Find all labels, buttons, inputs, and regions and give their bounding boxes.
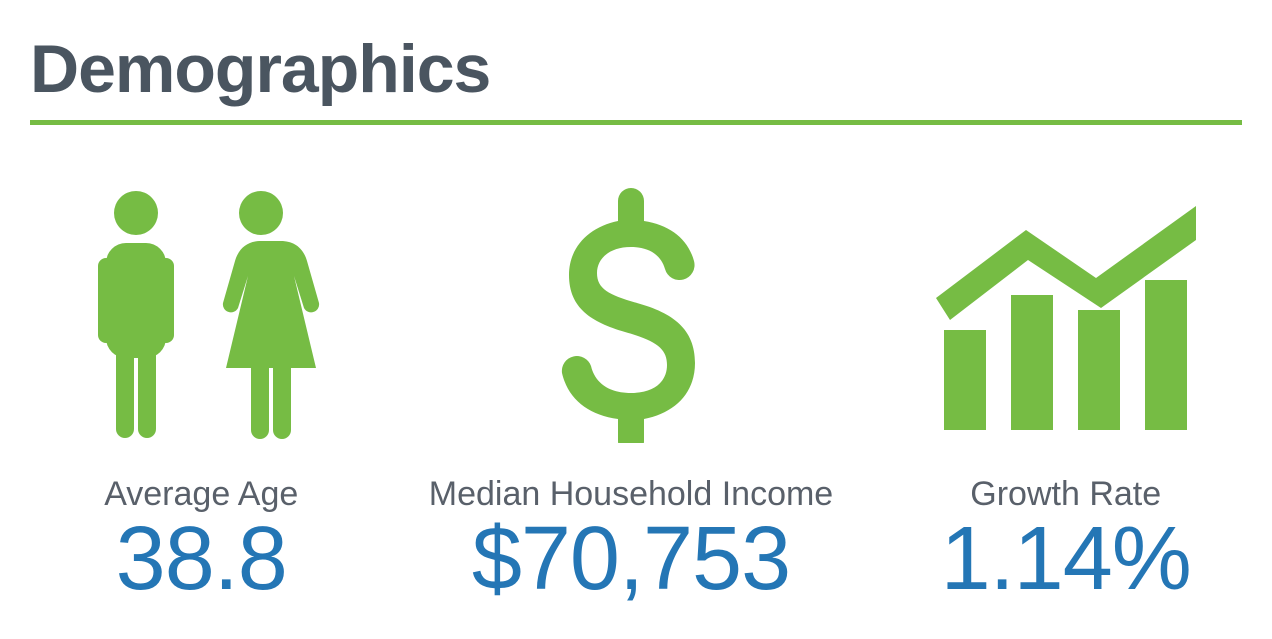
stat-value: 1.14% xyxy=(941,514,1191,604)
dollar-icon xyxy=(551,185,711,445)
stat-average-age: Average Age 38.8 xyxy=(66,185,336,604)
stat-growth-rate: Growth Rate 1.14% xyxy=(926,185,1206,604)
page-title: Demographics xyxy=(30,30,1242,108)
stats-row: Average Age 38.8 Median Household Income… xyxy=(30,185,1242,604)
stat-median-income: Median Household Income $70,753 xyxy=(429,185,833,604)
people-icon xyxy=(66,185,336,445)
stat-value: 38.8 xyxy=(116,514,287,604)
stat-value: $70,753 xyxy=(472,514,790,604)
growth-chart-icon xyxy=(926,185,1206,445)
title-rule xyxy=(30,120,1242,125)
